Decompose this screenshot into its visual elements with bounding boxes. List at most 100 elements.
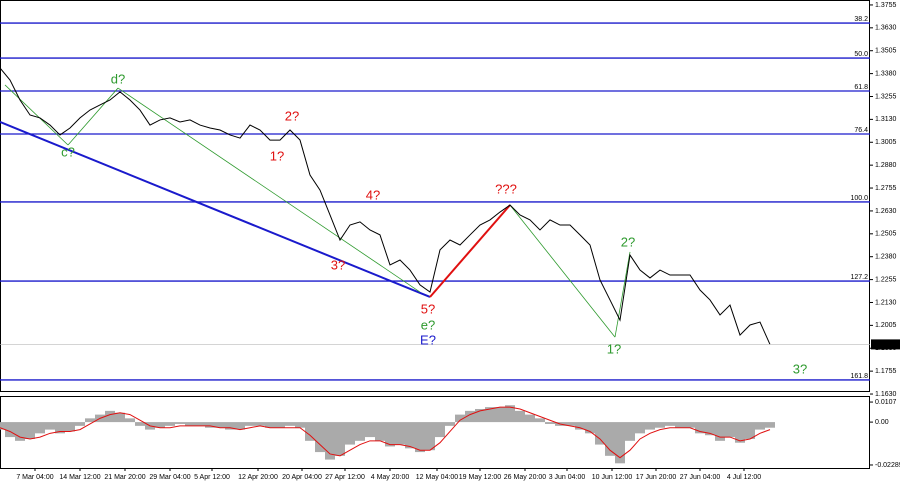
x-tick-label: 26 May 20:00 xyxy=(504,474,547,481)
x-tick-label: 12 May 04:00 xyxy=(416,474,459,481)
oscillator-bar xyxy=(105,410,115,423)
y-tick-label: 1.2005 xyxy=(875,322,897,329)
y-tick-label: 1.2505 xyxy=(875,231,897,238)
fib-level-label: 38.2 xyxy=(854,16,868,23)
trend-line xyxy=(117,87,421,293)
fib-level-label: 50.0 xyxy=(854,51,868,58)
oscillator-bar xyxy=(535,418,545,423)
y-tick-label: 1.2755 xyxy=(875,185,897,192)
oscillator-bar xyxy=(305,422,315,441)
oscillator-bar xyxy=(125,418,135,423)
oscillator-bar xyxy=(185,422,195,426)
oscillator-bar xyxy=(705,422,715,436)
oscillator-bar xyxy=(235,422,245,430)
oscillator-bar xyxy=(25,422,35,439)
fib-level-label: 100.0 xyxy=(850,195,868,202)
oscillator-bar xyxy=(115,412,125,423)
wave-label: 1? xyxy=(270,148,284,163)
oscillator-bar xyxy=(515,410,525,423)
oscillator-bar xyxy=(35,422,45,434)
x-tick-label: 29 Mar 04:00 xyxy=(149,474,190,481)
oscillator-bar xyxy=(265,422,275,428)
wave-label: 2? xyxy=(621,234,635,249)
oscillator-bar xyxy=(695,422,705,434)
oscillator-bar xyxy=(595,422,605,445)
oscillator-bar xyxy=(75,422,85,426)
oscillator-bar xyxy=(655,422,665,428)
oscillator-bar xyxy=(65,422,75,432)
oscillator-bar xyxy=(415,422,425,453)
oscillator-bar xyxy=(465,410,475,423)
trend-line xyxy=(67,87,119,146)
oscillator-bar xyxy=(505,405,515,423)
oscillator-bar xyxy=(625,422,635,441)
wave-label: 3? xyxy=(793,361,807,376)
oscillator-bar xyxy=(615,422,625,464)
price-line xyxy=(0,67,771,345)
oscillator-bar xyxy=(745,422,755,439)
oscillator-bar xyxy=(15,422,25,441)
oscillator-bar xyxy=(0,422,5,430)
y-tick-label: 1.3505 xyxy=(875,48,897,55)
x-tick-label: 7 Mar 04:00 xyxy=(16,474,53,481)
oscillator-bar xyxy=(685,422,695,428)
y-tick-label: 1.3380 xyxy=(875,70,897,77)
oscillator-bar xyxy=(455,414,465,423)
y-tick-label: 1.2880 xyxy=(875,162,897,169)
oscillator-bar xyxy=(375,422,385,441)
oscillator-bar xyxy=(765,422,775,428)
oscillator-bar xyxy=(635,422,645,434)
y-tick-label: 1.3755 xyxy=(875,2,897,9)
y-tick-label: 1.2130 xyxy=(875,299,897,306)
x-tick-label: 27 Apr 12:00 xyxy=(325,474,365,481)
x-tick-label: 19 May 12:00 xyxy=(459,474,502,481)
fib-level-label: 76.4 xyxy=(854,127,868,134)
oscillator-bar xyxy=(665,422,675,426)
oscillator-bar xyxy=(575,422,585,430)
x-tick-label: 4 May 20:00 xyxy=(371,474,410,481)
oscillator-bar xyxy=(325,422,335,460)
oscillator-bar xyxy=(225,422,235,430)
wave-label: ??? xyxy=(495,181,517,196)
oscillator-bar xyxy=(565,422,575,426)
oscillator-bar xyxy=(495,407,505,423)
oscillator-bar xyxy=(395,422,405,445)
wave-label: E? xyxy=(420,332,436,347)
x-tick-label: 27 Jun 04:00 xyxy=(680,474,721,481)
wave-label: 4? xyxy=(366,187,380,202)
trend-line xyxy=(0,121,431,298)
oscillator-bar xyxy=(155,422,165,428)
oscillator-bar xyxy=(195,422,205,426)
oscillator-bar xyxy=(725,422,735,438)
y-tick-label: 1.2380 xyxy=(875,254,897,261)
oscillator-bar xyxy=(355,422,365,441)
oscillator-bar xyxy=(405,422,415,449)
oscillator-bar xyxy=(205,422,215,428)
oscillator-bar xyxy=(385,422,395,447)
wave-label: c? xyxy=(61,144,75,159)
osc-y-tick-label: 0.0107 xyxy=(875,399,897,406)
oscillator-bar xyxy=(175,422,185,424)
wave-label: e? xyxy=(421,317,435,332)
y-tick-label: 1.3005 xyxy=(875,139,897,146)
x-tick-label: 3 Jun 04:00 xyxy=(549,474,586,481)
trend-line xyxy=(614,251,631,338)
oscillator-bar xyxy=(5,422,15,438)
wave-label: 1? xyxy=(607,341,621,356)
oscillator-bar xyxy=(295,422,305,428)
oscillator-bar xyxy=(585,422,595,434)
oscillator-bar xyxy=(55,422,65,434)
oscillator-bar xyxy=(675,422,685,428)
x-tick-label: 10 Jun 12:00 xyxy=(592,474,633,481)
oscillator-bar xyxy=(85,418,95,423)
trend-line xyxy=(509,204,616,338)
y-tick-label: 1.3130 xyxy=(875,116,897,123)
oscillator-bar xyxy=(335,422,345,456)
oscillator-bar xyxy=(545,422,555,424)
x-tick-label: 12 Apr 20:00 xyxy=(238,474,278,481)
last-price-box xyxy=(871,339,900,350)
oscillator-bar xyxy=(435,422,445,438)
fib-level-label: 161.8 xyxy=(850,373,868,380)
oscillator-bar xyxy=(445,422,455,426)
